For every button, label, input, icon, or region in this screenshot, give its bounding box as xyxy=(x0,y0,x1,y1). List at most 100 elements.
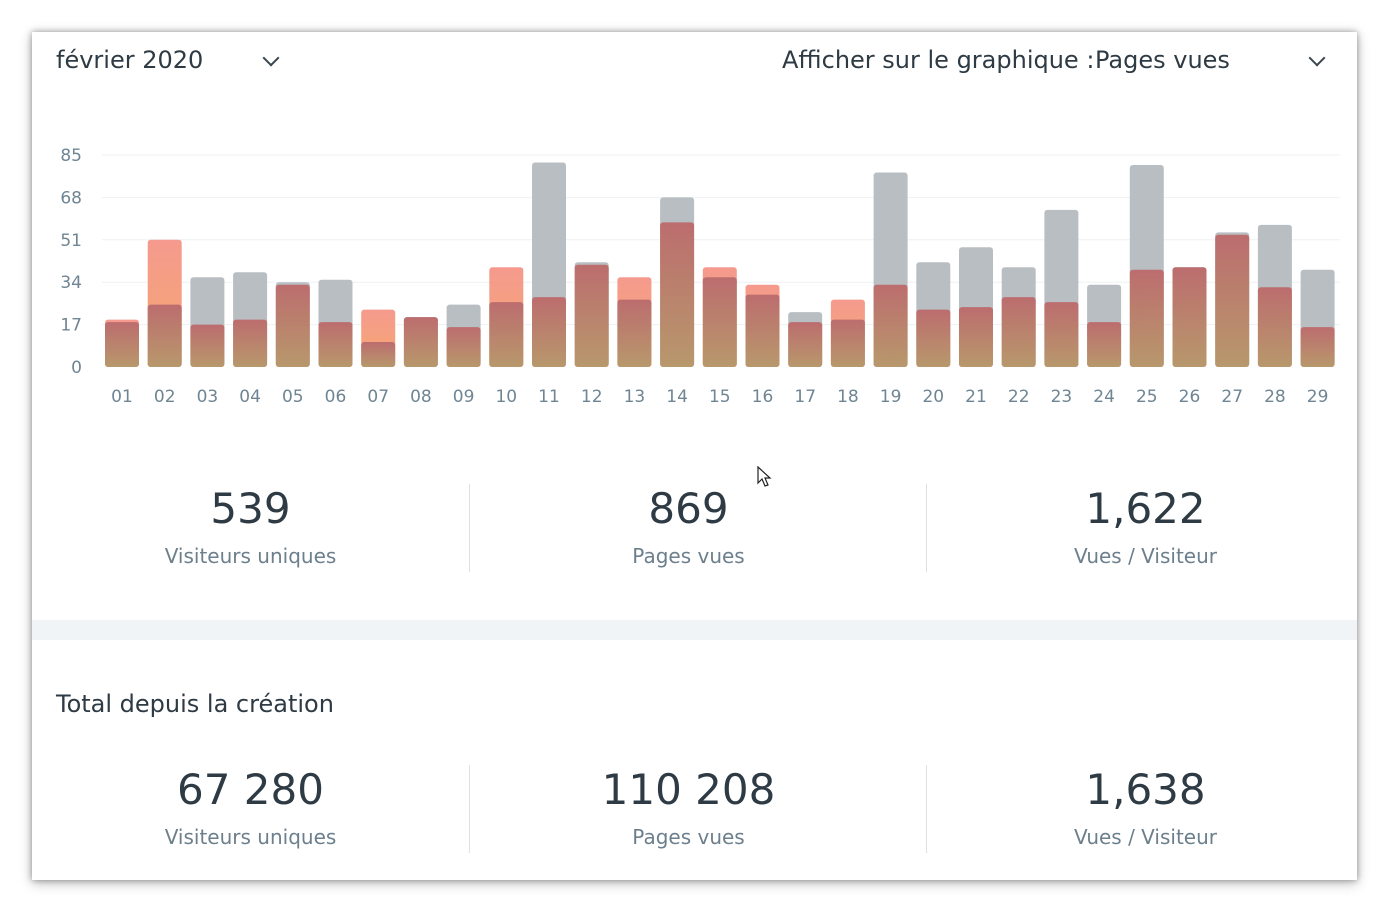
x-tick-label: 06 xyxy=(325,387,347,407)
chevron-down-icon xyxy=(1308,49,1326,67)
month-stats: 539 Visiteurs uniques 869 Pages vues 1,6… xyxy=(32,484,1357,574)
bar-overlap[interactable] xyxy=(873,284,908,367)
bar-overlap[interactable] xyxy=(830,319,865,367)
x-tick-label: 08 xyxy=(410,387,432,407)
bar-overlap[interactable] xyxy=(1257,287,1292,367)
y-tick-label: 51 xyxy=(60,231,82,251)
bar-overlap[interactable] xyxy=(916,309,951,367)
bar-overlap[interactable] xyxy=(318,322,353,367)
chart-toolbar: février 2020 Afficher sur le graphique :… xyxy=(32,32,1357,92)
stat-label: Pages vues xyxy=(632,544,745,568)
month-selector[interactable]: février 2020 xyxy=(56,44,296,80)
stat-label: Pages vues xyxy=(632,825,745,849)
bar-overlap[interactable] xyxy=(1300,327,1335,367)
stat-value: 1,638 xyxy=(1085,765,1206,814)
x-tick-label: 03 xyxy=(197,387,219,407)
stat-label: Visiteurs uniques xyxy=(164,544,337,568)
stat-value: 539 xyxy=(210,484,291,533)
bar-overlap[interactable] xyxy=(788,322,823,367)
bar-overlap[interactable] xyxy=(1001,297,1036,367)
stats-card: février 2020 Afficher sur le graphique :… xyxy=(32,32,1357,880)
x-tick-label: 25 xyxy=(1136,387,1158,407)
x-tick-label: 22 xyxy=(1008,387,1030,407)
section-separator xyxy=(32,620,1357,640)
bar-overlap[interactable] xyxy=(745,294,780,367)
stat-value: 869 xyxy=(648,484,729,533)
bar-overlap[interactable] xyxy=(233,319,268,367)
x-tick-label: 02 xyxy=(154,387,176,407)
bar-overlap[interactable] xyxy=(190,324,225,367)
y-tick-label: 17 xyxy=(60,316,82,336)
x-tick-label: 23 xyxy=(1051,387,1073,407)
month-selector-label: février 2020 xyxy=(56,46,204,74)
y-tick-label: 34 xyxy=(60,273,82,293)
divider xyxy=(469,484,470,572)
bar-overlap[interactable] xyxy=(403,317,438,367)
bar-overlap[interactable] xyxy=(702,277,737,367)
x-tick-label: 15 xyxy=(709,387,731,407)
chart-metric-value: Pages vues xyxy=(1095,46,1230,74)
x-tick-label: 27 xyxy=(1221,387,1243,407)
bar-overlap[interactable] xyxy=(574,264,609,367)
x-tick-label: 07 xyxy=(367,387,389,407)
x-tick-label: 16 xyxy=(752,387,774,407)
daily-bar-chart: 0 17 34 51 68 85 01 02 03 04 05 06 07 08 09 10 11 12 13 14… xyxy=(60,146,1340,407)
x-tick-label: 01 xyxy=(111,387,133,407)
bar-overlap[interactable] xyxy=(1215,234,1250,367)
x-tick-label: 04 xyxy=(239,387,261,407)
x-tick-label: 29 xyxy=(1307,387,1329,407)
stat-total-unique-visitors: 67 280 Visiteurs uniques xyxy=(32,765,469,855)
x-tick-label: 26 xyxy=(1179,387,1201,407)
chevron-down-icon xyxy=(262,49,280,67)
stat-value: 67 280 xyxy=(177,765,324,814)
x-tick-label: 24 xyxy=(1093,387,1115,407)
stat-unique-visitors: 539 Visiteurs uniques xyxy=(32,484,469,574)
bar-overlap[interactable] xyxy=(1044,302,1079,367)
divider xyxy=(926,484,927,572)
x-tick-label: 10 xyxy=(495,387,517,407)
bar-overlap[interactable] xyxy=(660,222,695,367)
chart-metric-selector[interactable]: Afficher sur le graphique : Pages vues xyxy=(782,44,1337,80)
x-tick-label: 13 xyxy=(624,387,646,407)
x-tick-label: 11 xyxy=(538,387,560,407)
x-tick-label: 09 xyxy=(453,387,475,407)
total-stats: 67 280 Visiteurs uniques 110 208 Pages v… xyxy=(32,765,1357,855)
x-tick-label: 19 xyxy=(880,387,902,407)
x-tick-label: 18 xyxy=(837,387,859,407)
bar-overlap[interactable] xyxy=(532,297,566,367)
stat-total-views-per-visitor: 1,638 Vues / Visiteur xyxy=(927,765,1364,855)
bar-overlap[interactable] xyxy=(617,299,652,367)
y-tick-label: 0 xyxy=(71,358,82,378)
x-tick-label: 17 xyxy=(794,387,816,407)
stat-views-per-visitor: 1,622 Vues / Visiteur xyxy=(927,484,1364,574)
bar-overlap[interactable] xyxy=(361,342,396,367)
x-tick-label: 21 xyxy=(965,387,987,407)
bar-overlap[interactable] xyxy=(147,304,182,367)
bar-overlap[interactable] xyxy=(959,307,993,367)
bar-overlap[interactable] xyxy=(1129,269,1164,367)
y-tick-label: 68 xyxy=(60,188,82,208)
bar-overlap[interactable] xyxy=(1087,322,1122,367)
x-tick-label: 20 xyxy=(922,387,944,407)
divider xyxy=(926,765,927,853)
total-section-title: Total depuis la création xyxy=(56,690,334,718)
divider xyxy=(469,765,470,853)
stat-label: Visiteurs uniques xyxy=(164,825,337,849)
bar-overlap[interactable] xyxy=(446,327,481,367)
mouse-cursor-icon xyxy=(757,466,772,487)
x-tick-label: 05 xyxy=(282,387,304,407)
chart-metric-prefix: Afficher sur le graphique : xyxy=(782,46,1095,74)
stat-total-page-views: 110 208 Pages vues xyxy=(470,765,907,855)
x-tick-label: 28 xyxy=(1264,387,1286,407)
bar-overlap[interactable] xyxy=(489,302,524,367)
x-tick-label: 12 xyxy=(581,387,603,407)
bar-overlap[interactable] xyxy=(105,322,139,367)
bar-overlap[interactable] xyxy=(1172,267,1207,367)
stat-value: 1,622 xyxy=(1085,484,1206,533)
bar-overlap[interactable] xyxy=(275,284,310,367)
stat-page-views: 869 Pages vues xyxy=(470,484,907,574)
y-tick-label: 85 xyxy=(60,146,82,166)
stat-label: Vues / Visiteur xyxy=(1074,825,1217,849)
x-tick-label: 14 xyxy=(666,387,688,407)
stat-label: Vues / Visiteur xyxy=(1074,544,1217,568)
